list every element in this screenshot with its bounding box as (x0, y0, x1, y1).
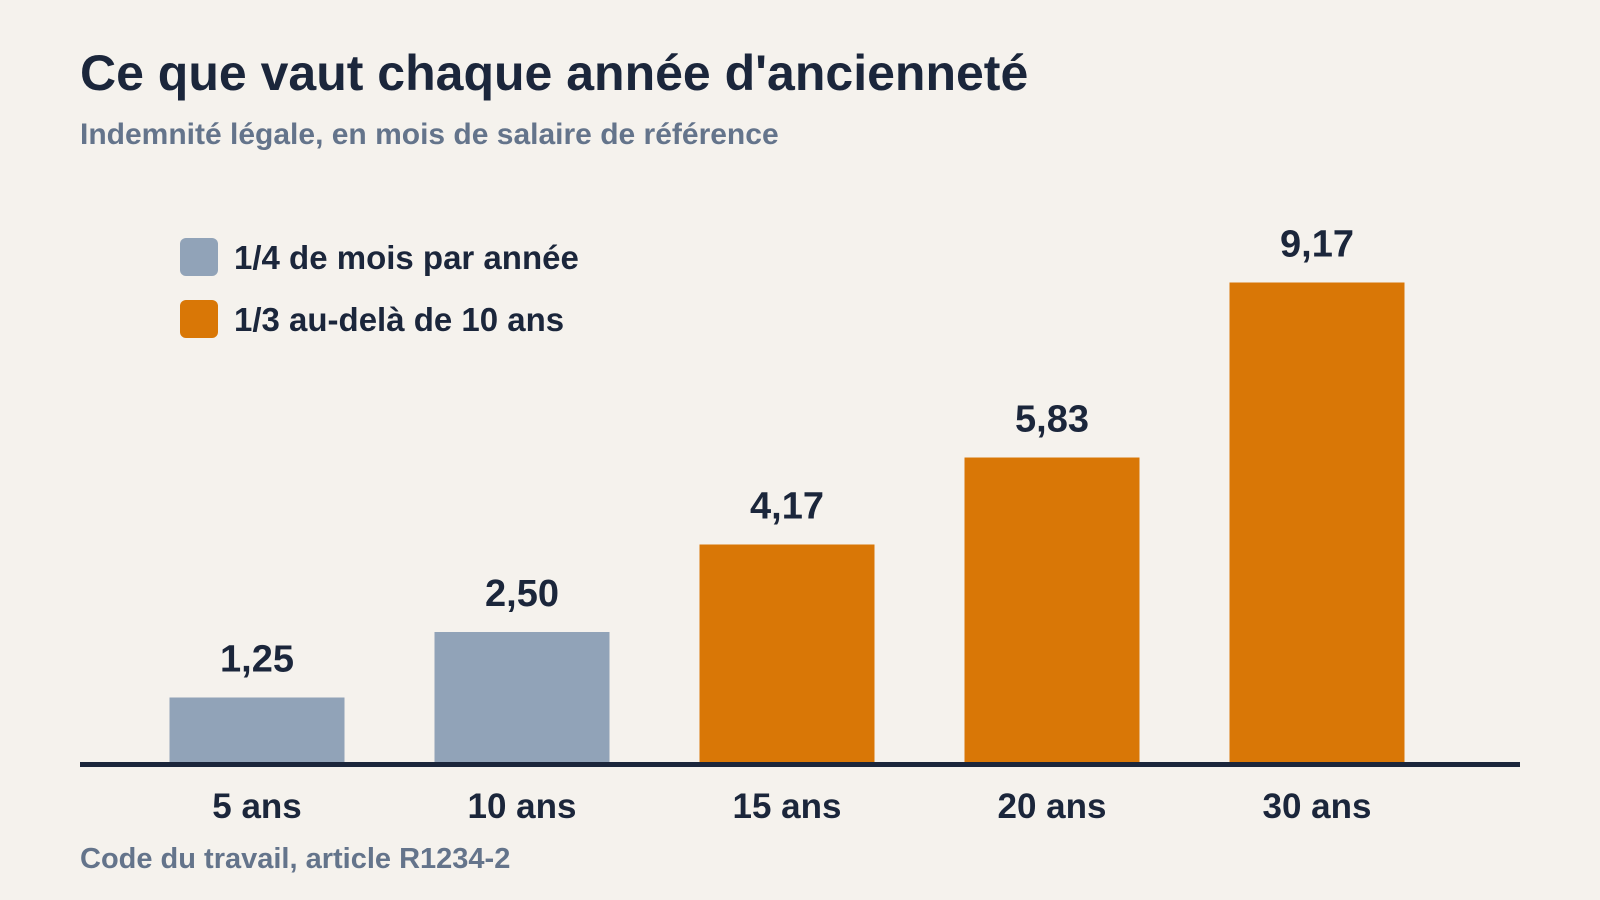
bar-1 (169, 697, 345, 763)
bar-5 (1229, 282, 1405, 763)
bar-3 (699, 544, 875, 763)
value-label-4: 5,83 (1015, 399, 1089, 441)
bar-series (169, 282, 1405, 763)
value-label-5: 9,17 (1280, 224, 1354, 266)
legend-swatch-2 (180, 300, 218, 338)
chart-source: Code du travail, article R1234-2 (80, 843, 511, 875)
value-labels: 1,25 2,50 4,17 5,83 9,17 (220, 224, 1354, 681)
legend-label-1: 1/4 de mois par année (234, 239, 579, 276)
legend-label-2: 1/3 au-delà de 10 ans (234, 301, 564, 338)
x-tick-label-4: 20 ans (998, 787, 1107, 826)
x-tick-label-2: 10 ans (468, 787, 577, 826)
chart-subtitle: Indemnité légale, en mois de salaire de … (80, 118, 779, 151)
legend-swatch-1 (180, 238, 218, 276)
x-tick-label-1: 5 ans (212, 787, 302, 826)
x-tick-label-3: 15 ans (733, 787, 842, 826)
x-axis-tick-labels: 5 ans 10 ans 15 ans 20 ans 30 ans (212, 787, 1371, 826)
value-label-2: 2,50 (485, 573, 559, 615)
value-label-3: 4,17 (750, 485, 824, 527)
chart-title: Ce que vaut chaque année d'ancienneté (80, 45, 1029, 101)
bar-4 (964, 457, 1140, 763)
chart-legend: 1/4 de mois par année 1/3 au-delà de 10 a… (180, 238, 579, 338)
value-label-1: 1,25 (220, 639, 294, 681)
x-tick-label-5: 30 ans (1263, 787, 1372, 826)
bar-2 (434, 632, 610, 763)
